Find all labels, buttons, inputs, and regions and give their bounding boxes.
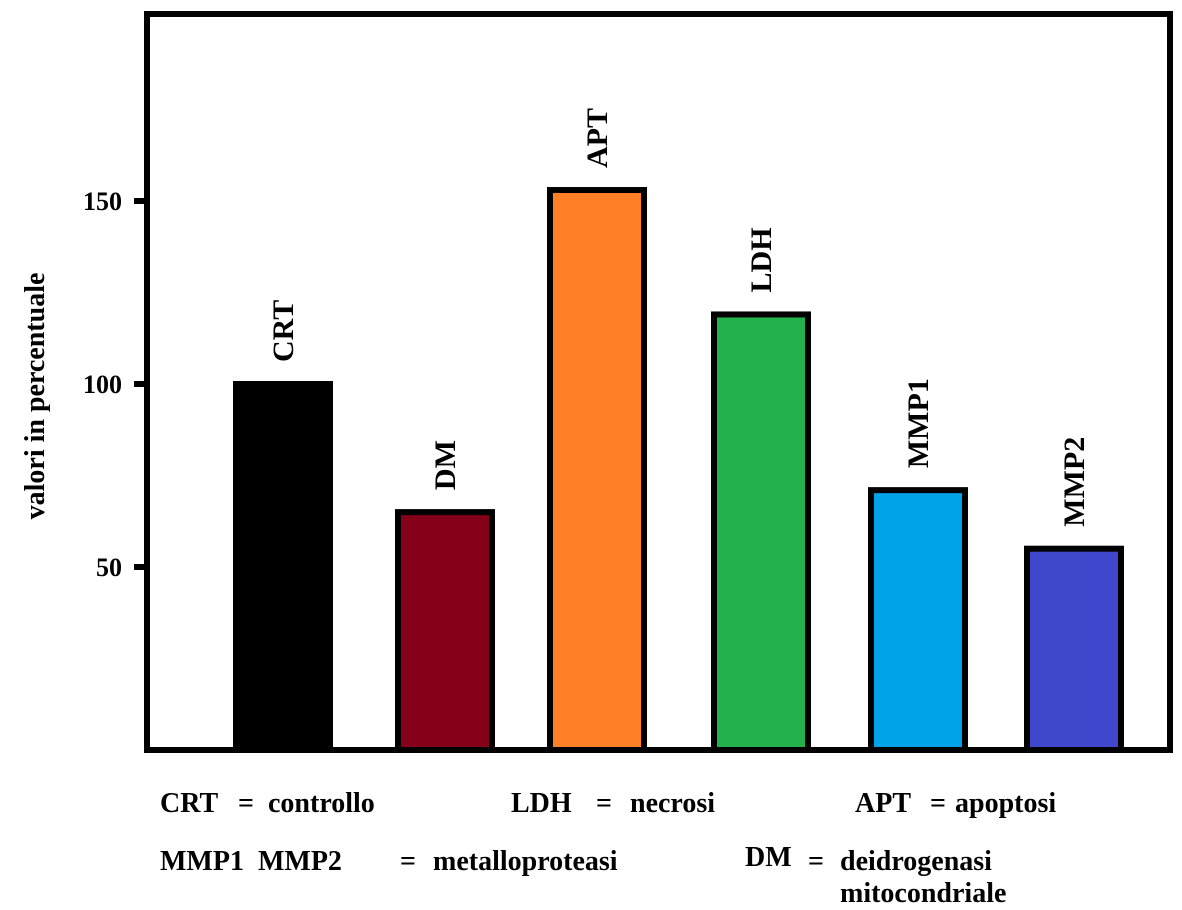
legend-key-dm: DM [745, 842, 792, 873]
legend-text-ldh: necrosi [630, 788, 715, 819]
legend: CRT = controllo LDH = necrosi APT = apop… [160, 788, 1056, 909]
y-tick-label-150: 150 [83, 187, 122, 216]
bar-label-dm: DM [429, 440, 462, 490]
bar-crt [233, 381, 333, 753]
legend-sep-apt: = [930, 788, 946, 819]
bars-group [233, 187, 1124, 754]
legend-key-mmp: MMP1 MMP2 [160, 846, 342, 877]
bar-label-mmp1: MMP1 [902, 378, 935, 468]
bar-dm [395, 509, 495, 753]
legend-text-dm-line2: mitocondriale [840, 878, 1006, 909]
bar-label-ldh: LDH [745, 227, 778, 292]
y-axis-label: valori in percentuale [20, 273, 51, 520]
y-axis: 50 100 150 [83, 187, 147, 582]
legend-text-dm: deidrogenasi [840, 846, 992, 877]
bar-labels-group: CRT DM APT LDH MMP1 MMP2 [267, 108, 1091, 527]
y-tick-label-100: 100 [83, 370, 122, 399]
legend-text-crt: controllo [268, 788, 375, 819]
legend-sep-dm: = [808, 846, 824, 877]
bar-mmp2 [1024, 545, 1124, 754]
bar-label-apt: APT [581, 108, 614, 168]
legend-key-crt: CRT [160, 788, 218, 819]
legend-sep-crt: = [238, 788, 254, 819]
bar-apt [547, 187, 647, 753]
legend-sep-ldh: = [596, 788, 612, 819]
legend-sep-mmp: = [400, 846, 416, 877]
bar-label-crt: CRT [267, 300, 300, 362]
bar-mmp1 [868, 487, 968, 753]
y-tick-label-50: 50 [96, 553, 122, 582]
legend-text-mmp: metalloproteasi [433, 846, 618, 877]
legend-key-ldh: LDH [511, 788, 572, 819]
legend-key-apt: APT [855, 788, 911, 819]
legend-text-apt: apoptosi [955, 788, 1056, 819]
bar-label-mmp2: MMP2 [1058, 437, 1091, 527]
bar-ldh [711, 311, 811, 753]
